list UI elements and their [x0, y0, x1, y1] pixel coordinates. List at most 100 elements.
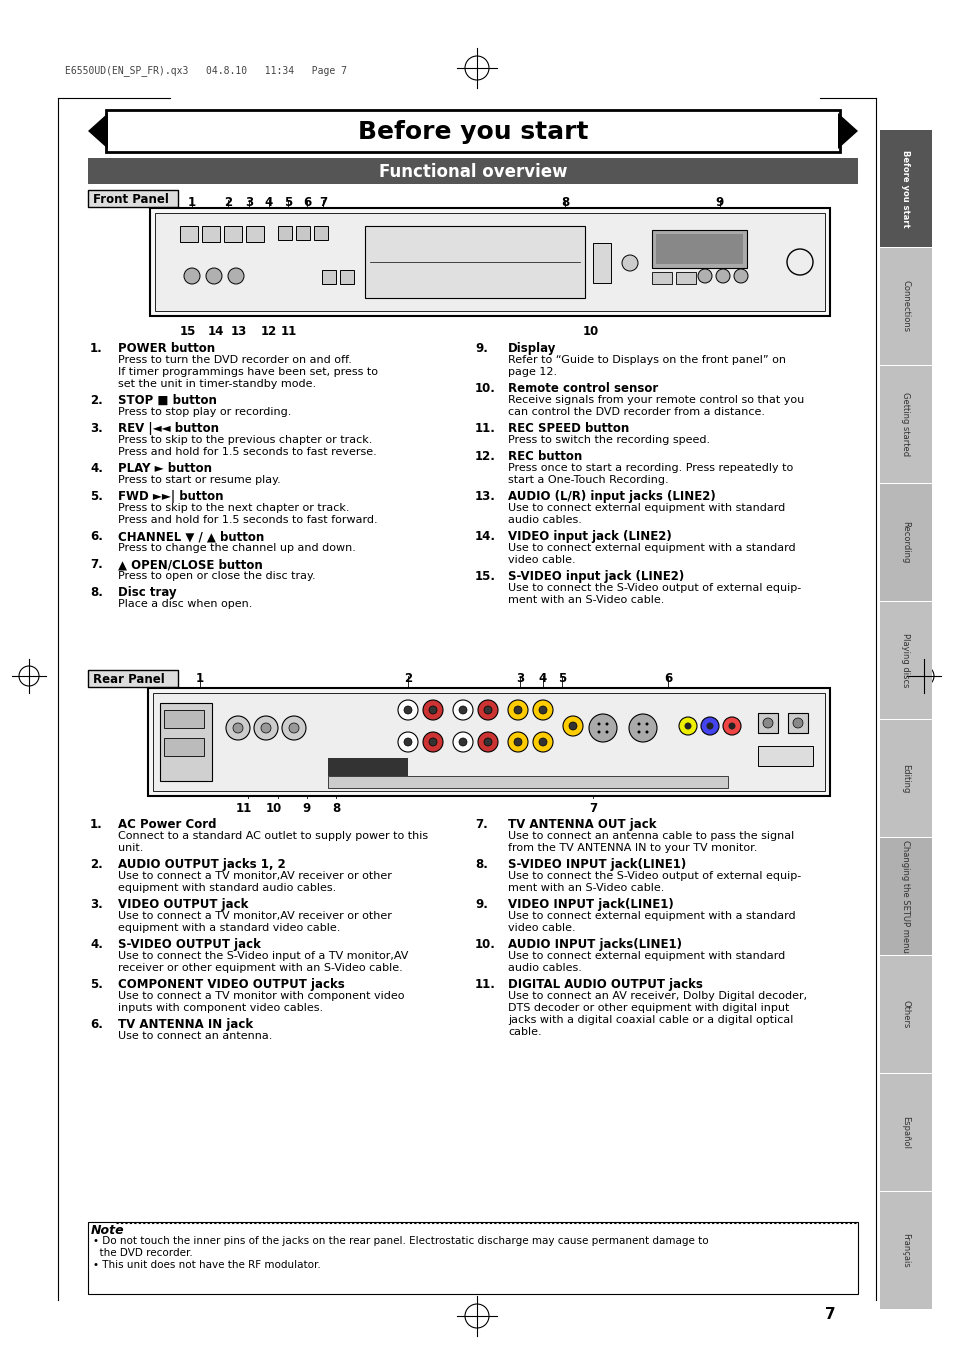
Circle shape: [458, 707, 467, 713]
Text: set the unit in timer-standby mode.: set the unit in timer-standby mode.: [118, 380, 315, 389]
Text: • Do not touch the inner pins of the jacks on the rear panel. Electrostatic disc: • Do not touch the inner pins of the jac…: [92, 1236, 708, 1246]
Text: video cable.: video cable.: [507, 923, 575, 934]
Text: 7: 7: [823, 1306, 835, 1323]
Bar: [314, 226, 328, 240]
Text: STOP ■ button: STOP ■ button: [118, 394, 216, 407]
Bar: [164, 738, 204, 757]
Text: 4.: 4.: [90, 938, 103, 951]
Text: REV |◄◄ button: REV |◄◄ button: [118, 422, 219, 435]
Text: Note: Note: [91, 1224, 125, 1238]
Text: Before you start: Before you start: [357, 120, 588, 145]
Circle shape: [226, 716, 250, 740]
Text: 10.: 10.: [475, 938, 496, 951]
Text: Recording: Recording: [901, 521, 909, 563]
Bar: [328, 775, 727, 788]
Bar: [88, 158, 857, 184]
Bar: [88, 190, 178, 207]
Bar: [224, 226, 242, 242]
Circle shape: [453, 732, 473, 753]
Text: Press to turn the DVD recorder on and off.: Press to turn the DVD recorder on and of…: [118, 355, 352, 365]
Text: Use to connect an antenna.: Use to connect an antenna.: [118, 1031, 273, 1042]
Text: 2.: 2.: [90, 858, 103, 871]
Circle shape: [429, 707, 436, 713]
Text: 6.: 6.: [90, 530, 103, 543]
Text: 7.: 7.: [475, 817, 487, 831]
Text: 7: 7: [588, 802, 597, 815]
Text: Use to connect a TV monitor,AV receiver or other: Use to connect a TV monitor,AV receiver …: [118, 871, 392, 881]
Bar: [322, 270, 335, 284]
Text: Use to connect a TV monitor with component video: Use to connect a TV monitor with compone…: [118, 992, 404, 1001]
Text: 3: 3: [245, 196, 253, 209]
Text: Refer to “Guide to Displays on the front panel” on: Refer to “Guide to Displays on the front…: [507, 355, 785, 365]
Text: 10: 10: [582, 326, 598, 338]
Circle shape: [514, 707, 521, 713]
Text: 1: 1: [195, 671, 204, 685]
Circle shape: [597, 723, 599, 725]
Text: Remote control sensor: Remote control sensor: [507, 382, 658, 394]
Text: start a One-Touch Recording.: start a One-Touch Recording.: [507, 476, 668, 485]
Circle shape: [645, 731, 648, 734]
Text: 2: 2: [403, 671, 412, 685]
Circle shape: [422, 732, 442, 753]
Text: 4.: 4.: [90, 462, 103, 476]
Text: 1: 1: [188, 196, 196, 209]
Text: Use to connect the S-Video output of external equip-: Use to connect the S-Video output of ext…: [507, 584, 801, 593]
Text: Press and hold for 1.5 seconds to fast reverse.: Press and hold for 1.5 seconds to fast r…: [118, 447, 376, 457]
Text: equipment with standard audio cables.: equipment with standard audio cables.: [118, 884, 335, 893]
Circle shape: [684, 723, 691, 730]
Text: S-VIDEO INPUT jack(LINE1): S-VIDEO INPUT jack(LINE1): [507, 858, 685, 871]
Text: Press to stop play or recording.: Press to stop play or recording.: [118, 407, 291, 417]
Circle shape: [700, 717, 719, 735]
Bar: [758, 746, 812, 766]
Bar: [879, 1192, 931, 1309]
Text: Use to connect the S-Video input of a TV monitor,AV: Use to connect the S-Video input of a TV…: [118, 951, 408, 961]
Text: AC Power Cord: AC Power Cord: [118, 817, 216, 831]
Text: 11: 11: [235, 802, 252, 815]
Circle shape: [679, 717, 697, 735]
Text: 8.: 8.: [90, 586, 103, 598]
Text: Disc tray: Disc tray: [118, 586, 176, 598]
Text: POWER button: POWER button: [118, 342, 214, 355]
Text: COMPONENT VIDEO OUTPUT jacks: COMPONENT VIDEO OUTPUT jacks: [118, 978, 344, 992]
Text: Use to connect external equipment with standard: Use to connect external equipment with s…: [507, 503, 784, 513]
Text: AUDIO OUTPUT jacks 1, 2: AUDIO OUTPUT jacks 1, 2: [118, 858, 286, 871]
Bar: [879, 720, 931, 838]
Text: 8: 8: [560, 196, 569, 209]
Text: 9.: 9.: [475, 898, 487, 911]
Text: Press to switch the recording speed.: Press to switch the recording speed.: [507, 435, 709, 444]
Circle shape: [538, 707, 546, 713]
Text: AUDIO INPUT jacks(LINE1): AUDIO INPUT jacks(LINE1): [507, 938, 681, 951]
Bar: [365, 226, 584, 299]
Text: 6: 6: [302, 196, 311, 209]
Circle shape: [792, 717, 802, 728]
Circle shape: [477, 732, 497, 753]
Bar: [88, 1223, 857, 1294]
Circle shape: [483, 738, 492, 746]
Bar: [656, 234, 742, 263]
Text: can control the DVD recorder from a distance.: can control the DVD recorder from a dist…: [507, 407, 764, 417]
Text: DIGITAL AUDIO OUTPUT jacks: DIGITAL AUDIO OUTPUT jacks: [507, 978, 702, 992]
Text: FWD ►►| button: FWD ►►| button: [118, 490, 223, 503]
Text: audio cables.: audio cables.: [507, 515, 581, 526]
Bar: [180, 226, 198, 242]
Text: Rear Panel: Rear Panel: [92, 673, 165, 686]
Circle shape: [538, 738, 546, 746]
Text: S-VIDEO OUTPUT jack: S-VIDEO OUTPUT jack: [118, 938, 260, 951]
Bar: [879, 130, 931, 247]
Text: 5: 5: [284, 196, 292, 209]
Text: REC button: REC button: [507, 450, 581, 463]
Text: Connections: Connections: [901, 281, 909, 332]
Text: 8.: 8.: [475, 858, 487, 871]
Text: 15.: 15.: [475, 570, 496, 584]
Circle shape: [533, 700, 553, 720]
Text: 9.: 9.: [475, 342, 487, 355]
Bar: [787, 713, 807, 734]
Text: Front Panel: Front Panel: [92, 193, 169, 205]
Circle shape: [289, 723, 298, 734]
Text: 3.: 3.: [90, 422, 103, 435]
Text: 11.: 11.: [475, 422, 496, 435]
Text: REC SPEED button: REC SPEED button: [507, 422, 629, 435]
Text: 10: 10: [266, 802, 282, 815]
Circle shape: [722, 717, 740, 735]
Text: receiver or other equipment with an S-Video cable.: receiver or other equipment with an S-Vi…: [118, 963, 402, 973]
